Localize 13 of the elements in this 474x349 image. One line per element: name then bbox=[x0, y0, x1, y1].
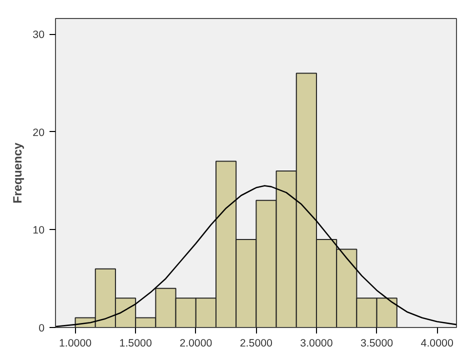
line-series bbox=[56, 185, 456, 328]
y-tick-label: 20 bbox=[32, 126, 45, 139]
x-tick-label: 3.5000 bbox=[360, 338, 394, 349]
y-axis-title: Frequency bbox=[10, 142, 25, 204]
x-tick-label: 1.0000 bbox=[58, 338, 92, 349]
x-tick-label: 4.0000 bbox=[420, 338, 454, 349]
x-tick-label: 3.0000 bbox=[300, 338, 333, 349]
y-tick-label: 30 bbox=[32, 29, 45, 42]
y-tick-label: 10 bbox=[32, 224, 45, 237]
x-tick-label: 2.0000 bbox=[180, 338, 212, 349]
x-tick-label: 1.5000 bbox=[119, 338, 152, 349]
x-tick-label: 2.5000 bbox=[240, 338, 273, 349]
y-tick-label: 0 bbox=[38, 322, 45, 334]
